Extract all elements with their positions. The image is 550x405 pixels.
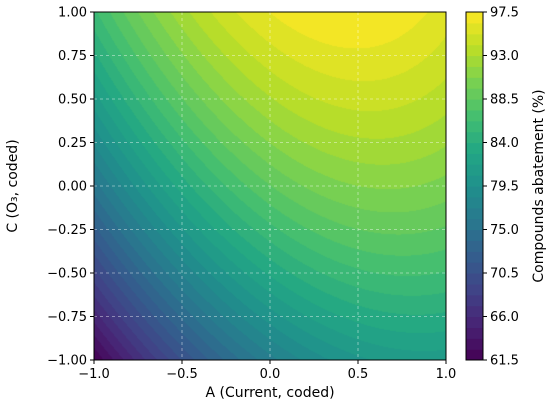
colorbar-band [466, 175, 483, 187]
colorbar-band [466, 196, 483, 209]
plot-area: −1.0 −0.5 0.0 0.5 1.0 −1.00 −0.75 −0.50 −0.25 0.… [47, 6, 456, 383]
colorbar-band [466, 153, 483, 165]
y-tick-label: −0.75 [47, 310, 87, 325]
colorbar-band [466, 99, 483, 111]
y-tick-label: −0.25 [47, 223, 87, 238]
y-axis-title: C (O₃, coded) [5, 139, 21, 232]
x-tick-label: −1.0 [78, 367, 110, 382]
colorbar-band [466, 77, 483, 89]
colorbar-title: Compounds abatement (%) [531, 89, 547, 282]
colorbar-band [466, 240, 483, 252]
y-tick-label: 0.00 [58, 180, 87, 195]
colorbar-band [466, 186, 483, 198]
colorbar-band [466, 131, 483, 144]
colorbar-tick-label: 84.0 [490, 136, 519, 151]
colorbar-tick-label: 93.0 [490, 49, 519, 64]
colorbar-band [466, 229, 483, 241]
colorbar-tick-label: 66.0 [490, 310, 519, 325]
colorbar-band [466, 251, 483, 263]
y-tick-label: 0.25 [58, 136, 87, 151]
colorbar-ticks: 61.5 66.0 70.5 75.0 79.5 84.0 88.5 93.0 97.5 [483, 6, 519, 369]
colorbar-band [466, 55, 483, 67]
x-tick-label: −0.5 [166, 367, 198, 382]
y-tick-label: 0.50 [58, 93, 87, 108]
colorbar-tick-label: 88.5 [490, 93, 519, 108]
colorbar-tick-label: 97.5 [490, 6, 519, 21]
colorbar-band [466, 316, 483, 328]
colorbar-tick-label: 79.5 [490, 180, 519, 195]
colorbar-band [466, 273, 483, 285]
y-tick-label: 0.75 [58, 49, 87, 64]
colorbar-band [466, 305, 483, 318]
colorbar-band [466, 120, 483, 133]
colorbar-band [466, 44, 483, 57]
colorbar-band [466, 294, 483, 307]
x-axis-title: A (Current, coded) [205, 385, 334, 401]
colorbar-band [466, 164, 483, 176]
colorbar-band [466, 349, 483, 360]
colorbar: 61.5 66.0 70.5 75.0 79.5 84.0 88.5 93.0 97.5 Com… [465, 6, 547, 369]
colorbar-band [466, 66, 483, 78]
y-axis: −1.00 −0.75 −0.50 −0.25 0.00 0.25 0.50 0.75 1.00 [47, 6, 94, 369]
colorbar-tick-label: 61.5 [490, 354, 519, 369]
y-tick-label: 1.00 [58, 6, 87, 21]
colorbar-band [466, 33, 483, 46]
x-tick-label: 0.5 [348, 367, 369, 382]
colorbar-band [466, 88, 483, 100]
colorbar-tick-label: 70.5 [490, 267, 519, 282]
x-tick-label: 1.0 [436, 367, 457, 382]
colorbar-band [466, 207, 483, 220]
colorbar-band [466, 109, 483, 122]
y-tick-label: −1.00 [47, 354, 87, 369]
colorbar-band [466, 338, 483, 350]
colorbar-band [466, 262, 483, 274]
colorbar-tick-label: 75.0 [490, 223, 519, 238]
x-axis: −1.0 −0.5 0.0 0.5 1.0 [78, 360, 456, 382]
colorbar-band [466, 12, 483, 24]
colorbar-band [466, 142, 483, 154]
colorbar-bands [466, 12, 483, 360]
colorbar-band [466, 22, 483, 35]
y-tick-label: −0.50 [47, 267, 87, 282]
x-tick-label: 0.0 [260, 367, 281, 382]
colorbar-band [466, 283, 483, 296]
colorbar-band [466, 218, 483, 231]
colorbar-band [466, 327, 483, 339]
